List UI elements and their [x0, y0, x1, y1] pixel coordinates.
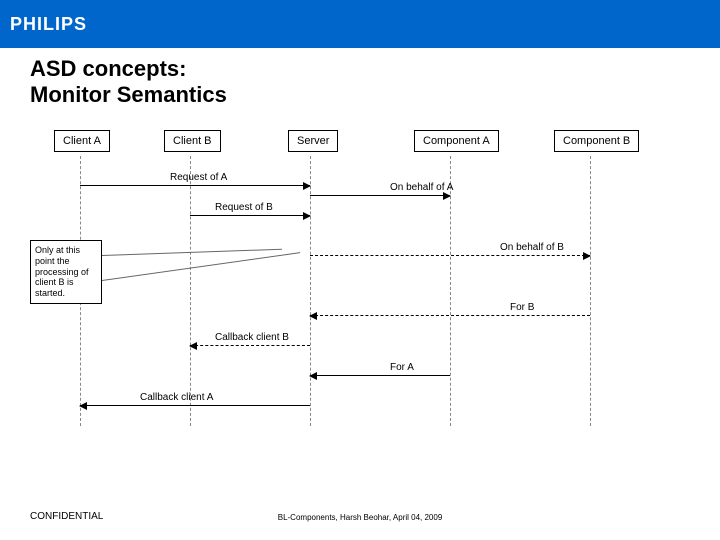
label-for-a: For A [390, 362, 414, 373]
header-bar: PHILIPS [0, 0, 720, 48]
sequence-diagram: Client A Client B Server Component A Com… [30, 130, 690, 450]
arrow-for-b [310, 315, 590, 316]
participant-component-a: Component A [414, 130, 499, 152]
slide-title: ASD concepts: Monitor Semantics [30, 56, 227, 109]
arrowhead-icon [583, 252, 591, 260]
participant-server: Server [288, 130, 338, 152]
arrowhead-icon [189, 342, 197, 350]
note-connector [102, 249, 282, 256]
footer-meta: BL-Components, Harsh Beohar, April 04, 2… [278, 513, 443, 522]
lifeline-client-b [190, 156, 191, 426]
label-behalf-a: On behalf of A [390, 182, 453, 193]
title-line-1: ASD concepts: [30, 56, 227, 82]
arrowhead-icon [309, 312, 317, 320]
arrowhead-icon [303, 212, 311, 220]
arrow-for-a [310, 375, 450, 376]
participant-client-a: Client A [54, 130, 110, 152]
lifeline-component-b [590, 156, 591, 426]
arrowhead-icon [79, 402, 87, 410]
note-connector [102, 252, 300, 281]
participant-component-b: Component B [554, 130, 639, 152]
arrow-request-b [190, 215, 310, 216]
participant-client-b: Client B [164, 130, 221, 152]
note-box: Only at this point the processing of cli… [30, 240, 102, 304]
label-request-b: Request of B [215, 202, 273, 213]
arrowhead-icon [303, 182, 311, 190]
label-request-a: Request of A [170, 172, 227, 183]
label-callback-a: Callback client A [140, 392, 213, 403]
title-line-2: Monitor Semantics [30, 82, 227, 108]
lifeline-server [310, 156, 311, 426]
arrow-behalf-a [310, 195, 450, 196]
label-callback-b: Callback client B [215, 332, 289, 343]
arrow-behalf-b [310, 255, 590, 256]
arrow-callback-b [190, 345, 310, 346]
label-behalf-b: On behalf of B [500, 242, 564, 253]
arrowhead-icon [443, 192, 451, 200]
arrowhead-icon [309, 372, 317, 380]
arrow-request-a [80, 185, 310, 186]
brand-logo: PHILIPS [10, 14, 87, 35]
label-for-b: For B [510, 302, 534, 313]
footer-confidential: CONFIDENTIAL [30, 511, 103, 522]
arrow-callback-a [80, 405, 310, 406]
